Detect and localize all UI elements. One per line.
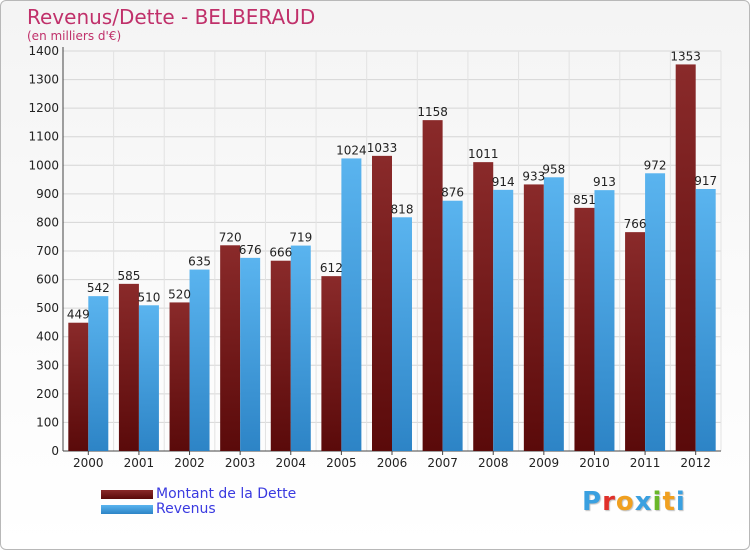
value-label-revenue: 719: [289, 231, 312, 245]
logo-letter: o: [615, 487, 635, 517]
value-label-debt: 1353: [670, 49, 701, 63]
x-tick-label: 2005: [326, 456, 357, 470]
y-tick-label: 600: [36, 273, 59, 287]
value-label-revenue: 510: [137, 290, 160, 304]
legend-swatch-revenue: [101, 505, 153, 514]
x-tick-label: 2000: [73, 456, 104, 470]
logo-letter: x: [634, 487, 653, 517]
bar-debt: [675, 64, 696, 451]
y-tick-label: 500: [36, 301, 59, 315]
bar-debt: [523, 184, 544, 451]
bar-debt: [169, 302, 190, 451]
bar-debt: [422, 120, 443, 452]
bar-revenue: [341, 158, 362, 451]
value-label-revenue: 958: [542, 162, 565, 176]
value-label-debt: 766: [624, 217, 647, 231]
y-tick-label: 100: [36, 415, 59, 429]
x-tick-label: 2011: [630, 456, 661, 470]
x-tick-label: 2004: [275, 456, 306, 470]
bar-revenue: [290, 245, 311, 451]
bar-revenue: [392, 217, 412, 451]
legend-label-debt: Montant de la Dette: [156, 486, 297, 502]
value-label-debt: 520: [168, 287, 191, 301]
value-label-debt: 449: [67, 308, 90, 322]
value-label-revenue: 818: [391, 202, 414, 216]
y-tick-label: 300: [36, 358, 59, 372]
value-label-revenue: 914: [492, 175, 515, 189]
bar-debt: [321, 276, 342, 451]
y-tick-label: 0: [51, 444, 59, 458]
bar-revenue: [695, 189, 716, 451]
y-tick-label: 700: [36, 244, 59, 258]
y-tick-label: 1100: [28, 130, 59, 144]
bar-debt: [270, 260, 291, 451]
value-label-debt: 1011: [468, 147, 499, 161]
x-tick-label: 2009: [529, 456, 560, 470]
value-label-revenue: 1024: [336, 143, 367, 157]
bar-debt: [118, 283, 139, 451]
axes: 0 100 200 300 400 500 600 700 800 900 1000 1100 1200…: [28, 44, 721, 470]
value-label-debt: 666: [269, 246, 292, 260]
value-label-debt: 851: [573, 193, 596, 207]
y-tick-label: 800: [36, 215, 59, 229]
value-label-revenue: 676: [239, 243, 262, 257]
value-label-revenue: 635: [188, 255, 211, 269]
bars: [68, 64, 716, 452]
value-label-debt: 612: [320, 261, 343, 275]
value-label-revenue: 972: [644, 158, 667, 172]
logo-letter: r: [602, 487, 616, 517]
proxiti-logo: Proxiti: [582, 487, 686, 517]
x-tick-label: 2007: [427, 456, 458, 470]
bar-revenue: [594, 190, 615, 451]
bar-revenue: [189, 269, 210, 451]
legend-label-revenue: Revenus: [156, 501, 216, 517]
y-tick-label: 900: [36, 187, 59, 201]
value-label-revenue: 913: [593, 175, 616, 189]
value-label-revenue: 542: [87, 281, 110, 295]
value-label-debt: 933: [522, 169, 545, 183]
bar-revenue: [442, 200, 463, 451]
bar-debt: [372, 155, 392, 451]
x-tick-label: 2010: [579, 456, 610, 470]
chart-title: Revenus/Dette - BELBERAUD: [27, 5, 316, 29]
x-tick-label: 2003: [225, 456, 256, 470]
value-label-revenue: 876: [441, 186, 464, 200]
x-tick-label: 2001: [124, 456, 155, 470]
bar-debt: [473, 162, 494, 451]
chart-subtitle: (en milliers d'€): [27, 29, 122, 43]
value-label-debt: 720: [219, 230, 242, 244]
y-tick-label: 1200: [28, 101, 59, 115]
x-tick-label: 2008: [478, 456, 509, 470]
value-label-revenue: 917: [694, 174, 717, 188]
value-label-debt: 1033: [367, 141, 398, 155]
x-tick-label: 2012: [680, 456, 711, 470]
value-label-debt: 585: [117, 269, 140, 283]
bar-debt: [574, 207, 595, 451]
x-tick-label: 2002: [174, 456, 205, 470]
bar-revenue: [88, 296, 109, 451]
y-tick-label: 1300: [28, 73, 59, 87]
y-tick-label: 400: [36, 330, 59, 344]
x-tick-label: 2006: [377, 456, 408, 470]
logo-letter: i: [675, 487, 686, 517]
bar-debt: [625, 232, 646, 451]
bar-revenue: [240, 257, 261, 451]
y-tick-label: 1000: [28, 158, 59, 172]
logo-letter: i: [652, 487, 663, 517]
bar-revenue: [543, 177, 564, 452]
bar-revenue: [645, 173, 666, 452]
y-tick-label: 200: [36, 387, 59, 401]
bar-debt: [68, 322, 89, 451]
legend-swatch-debt: [101, 490, 153, 499]
logo-letter: P: [582, 487, 603, 517]
bar-debt: [220, 245, 241, 451]
value-label-debt: 1158: [417, 105, 448, 119]
bar-revenue: [138, 305, 159, 451]
y-tick-label: 1400: [28, 44, 59, 58]
bar-revenue: [493, 189, 514, 451]
logo-letter: t: [662, 487, 676, 517]
